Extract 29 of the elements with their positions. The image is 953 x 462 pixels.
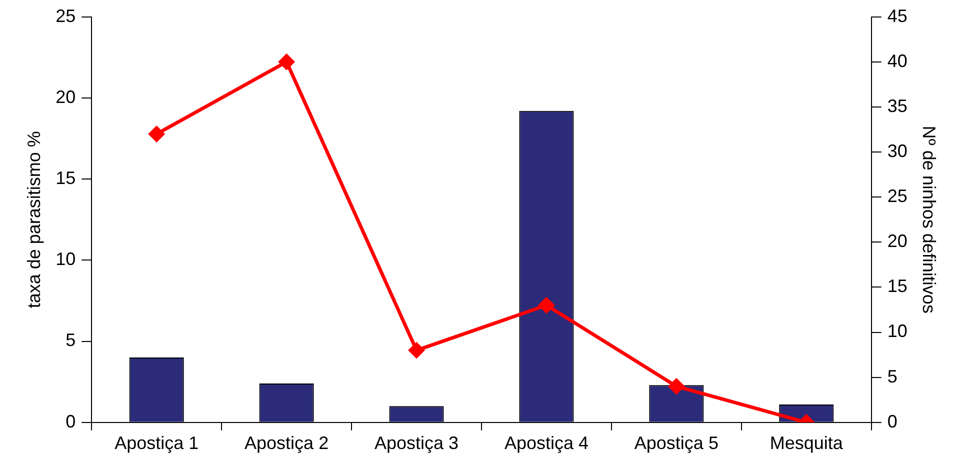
y2-tick-label: 10 — [887, 321, 908, 342]
y-tick-label: 15 — [56, 168, 76, 188]
y2-axis-title: Nº de ninhos definitivos — [919, 126, 940, 314]
y-tick-label: 20 — [56, 86, 76, 107]
y-tick-label: 5 — [66, 330, 76, 350]
y2-tick-label: 35 — [887, 96, 908, 116]
x-tick-label: Apostiça 2 — [244, 433, 329, 454]
point — [408, 342, 424, 358]
point — [148, 126, 164, 142]
y2-tick-label: 5 — [887, 366, 898, 386]
y2-tick-label: 40 — [887, 50, 908, 71]
y2-tick-label: 25 — [887, 186, 908, 206]
y-tick-label: 25 — [56, 6, 76, 26]
y2-tick-label: 0 — [887, 411, 898, 432]
x-tick-label: Apostiça 1 — [114, 433, 199, 454]
y2-tick-label: 30 — [887, 140, 908, 161]
point — [278, 54, 294, 70]
point — [668, 378, 684, 394]
point — [538, 297, 554, 313]
y2-tick-label: 15 — [887, 276, 908, 296]
y2-tick-label: 45 — [887, 6, 908, 26]
y-tick-label: 0 — [66, 411, 76, 432]
x-tick-label: Apostiça 4 — [504, 433, 589, 454]
y2-tick-label: 20 — [887, 231, 908, 252]
x-tick-label: Mesquita — [770, 433, 844, 454]
y-tick-label: 10 — [56, 249, 76, 270]
x-tick-label: Apostiça 3 — [374, 433, 459, 454]
y-axis-title: taxa de parasitismo % — [24, 131, 44, 308]
x-tick-label: Apostiça 5 — [634, 433, 718, 454]
